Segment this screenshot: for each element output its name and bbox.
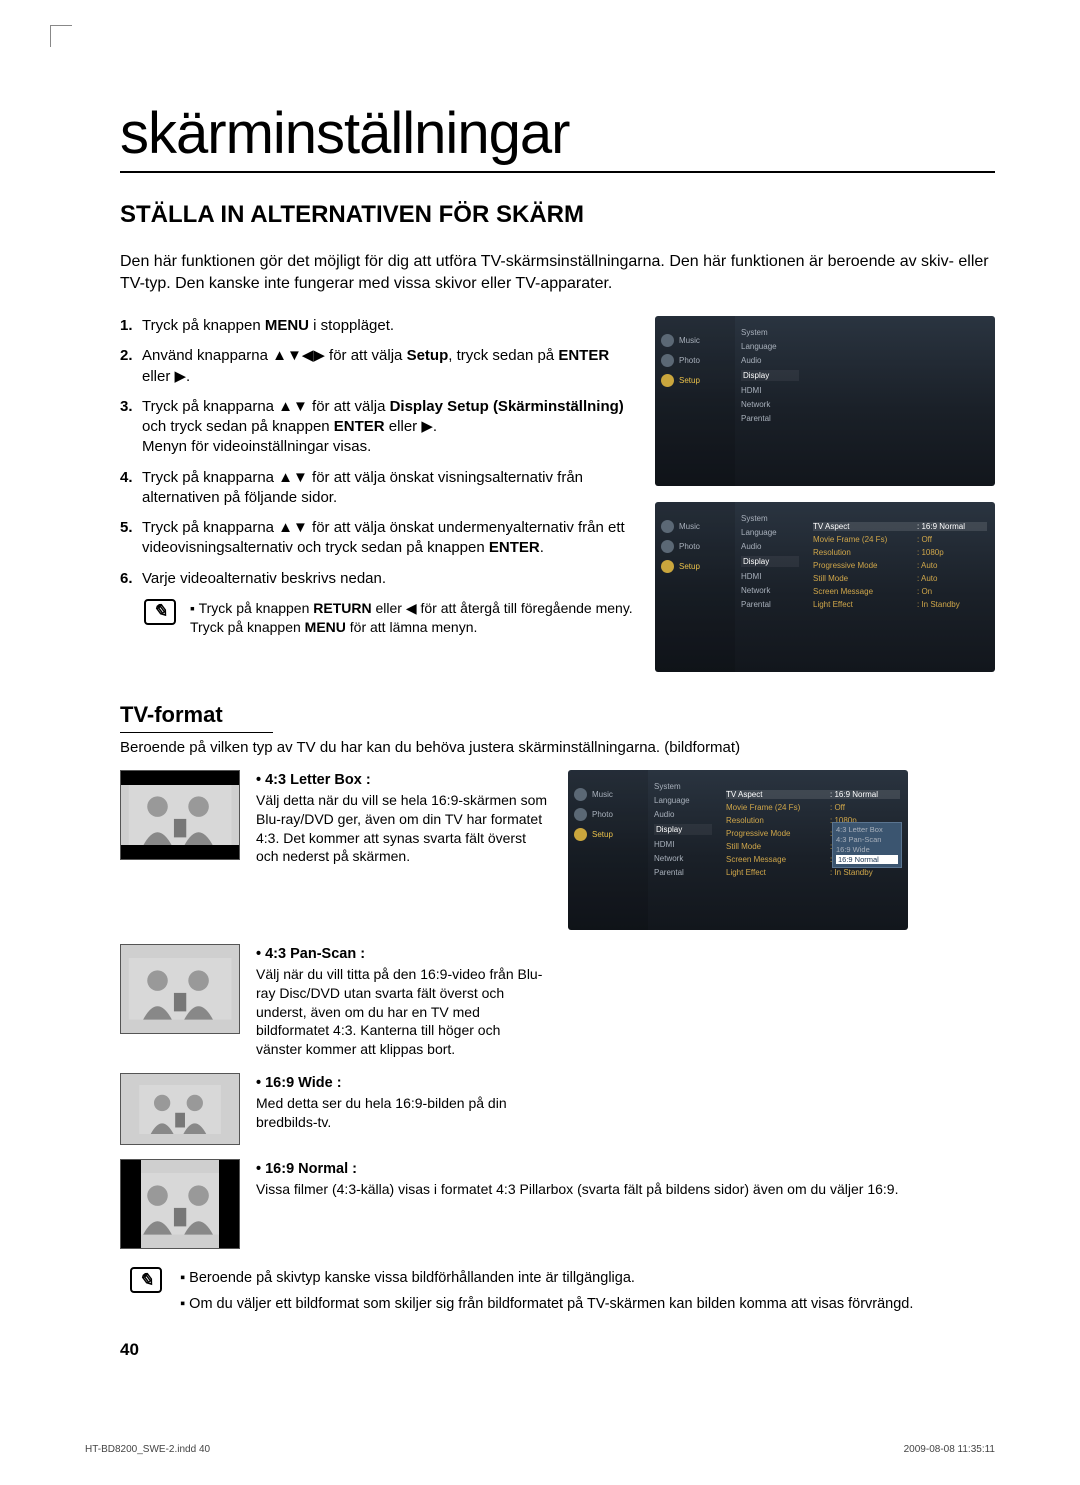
tv-nav-item: Music	[574, 788, 642, 801]
tvformat-intro: Beroende på vilken typ av TV du har kan …	[120, 739, 995, 756]
tv-menu-item: HDMI	[654, 840, 712, 849]
tv-menu-item: Language	[654, 796, 712, 805]
tv-left-nav: Music Photo Setup	[655, 502, 735, 672]
tv-menu-item: System	[741, 514, 799, 523]
tv-menu-item: System	[741, 328, 799, 337]
note-icon: ✎	[130, 1267, 162, 1293]
steps-column: 1.Tryck på knappen MENU i stoppläget. 2.A…	[120, 316, 635, 672]
tv-menu-item: Audio	[741, 356, 799, 365]
tv-menu-item: System	[654, 782, 712, 791]
step-item: 3.Tryck på knapparna ▲▼ för att välja Di…	[120, 397, 635, 458]
step-item: 1.Tryck på knappen MENU i stoppläget.	[120, 316, 635, 336]
page-number: 40	[120, 1340, 995, 1360]
tv-menu-item: Language	[741, 528, 799, 537]
tv-menu-item: Parental	[741, 600, 799, 609]
tv-setting-row: Still Mode: Auto	[813, 574, 987, 583]
aspect-thumb	[120, 1073, 240, 1145]
tv-right-panel: TV Aspect: 16:9 Normal Movie Frame (24 Fs…	[805, 502, 995, 672]
tv-mid-menu: System Language Audio Display HDMI Network Par…	[735, 502, 805, 672]
tv-setting-row: TV Aspect: 16:9 Normal	[813, 522, 987, 531]
tvformat-item: 4:3 Letter Box :Välj detta när du vill s…	[120, 770, 995, 930]
section-title: STÄLLA IN ALTERNATIVEN FÖR SKÄRM	[120, 201, 995, 229]
footer-left: HT-BD8200_SWE-2.indd 40	[85, 1444, 210, 1455]
tv-screenshot-1: Music Photo Setup System Language Audio Displ…	[655, 316, 995, 486]
tvformat-title: TV-format	[120, 702, 273, 733]
intro-text: Den här funktionen gör det möjligt för d…	[120, 251, 995, 294]
tv-setting-row: Progressive Mode: Auto	[813, 561, 987, 570]
tv-screenshot-2: Music Photo Setup System Language Audio Displ…	[655, 502, 995, 672]
main-two-col: 1.Tryck på knappen MENU i stoppläget. 2.A…	[120, 316, 995, 672]
tv-nav-item: Photo	[574, 808, 642, 821]
tv-menu-item: HDMI	[741, 572, 799, 581]
tvformat-text: 4:3 Letter Box :Välj detta när du vill s…	[256, 770, 550, 930]
tv-right-panel	[805, 316, 995, 486]
steps-list: 1.Tryck på knappen MENU i stoppläget. 2.A…	[120, 316, 635, 589]
note-icon: ✎	[144, 599, 176, 625]
note-block: ✎ Tryck på knappen RETURN eller ◀ för at…	[120, 599, 635, 637]
tvformat-list: 4:3 Letter Box :Välj detta när du vill s…	[120, 770, 995, 1249]
tv-menu-item: Audio	[741, 542, 799, 551]
tvformat-text: 16:9 Wide :Med detta ser du hela 16:9-bi…	[256, 1073, 550, 1145]
tvformat-text: 4:3 Pan-Scan :Välj när du vill titta på …	[256, 944, 550, 1059]
step-item: 4.Tryck på knapparna ▲▼ för att välja ön…	[120, 468, 635, 509]
screenshots-column: Music Photo Setup System Language Audio Displ…	[655, 316, 995, 672]
tv-menu-item: Display	[741, 370, 799, 381]
tvformat-text: 16:9 Normal :Vissa filmer (4:3-källa) vi…	[256, 1159, 977, 1249]
tv-menu-item: HDMI	[741, 386, 799, 395]
page-title: skärminställningar	[120, 100, 995, 173]
tv-setting-row: Resolution: 1080p	[813, 548, 987, 557]
tv-setting-row: Screen Message: On	[813, 587, 987, 596]
tv-screenshot-3: Music Photo Setup System Language Audio Displa…	[568, 770, 908, 930]
tv-nav-item: Setup	[574, 828, 642, 841]
crop-mark	[50, 25, 72, 47]
step-item: 2.Använd knapparna ▲▼◀▶ för att välja Se…	[120, 346, 635, 387]
tv-menu-item: Display	[654, 824, 712, 835]
bottom-note-item: Om du väljer ett bildformat som skiljer …	[180, 1295, 995, 1315]
tv-nav-item: Setup	[661, 374, 729, 387]
footer-right: 2009-08-08 11:35:11	[904, 1444, 995, 1455]
tv-mid-menu: System Language Audio Display HDMI Network Par…	[735, 316, 805, 486]
tv-setting-row: Movie Frame (24 Fs): Off	[813, 535, 987, 544]
step-item: 5.Tryck på knapparna ▲▼ för att välja ön…	[120, 518, 635, 559]
tvformat-item: 16:9 Normal :Vissa filmer (4:3-källa) vi…	[120, 1159, 995, 1249]
tv-menu-item: Language	[741, 342, 799, 351]
tv-menu-item: Parental	[741, 414, 799, 423]
tv-nav-item: Photo	[661, 540, 729, 553]
tvformat-item: 16:9 Wide :Med detta ser du hela 16:9-bi…	[120, 1073, 995, 1145]
tv-menu-item: Parental	[654, 868, 712, 877]
aspect-thumb	[120, 1159, 240, 1249]
page-body: skärminställningar STÄLLA IN ALTERNATIVE…	[0, 0, 1080, 1400]
tv-menu-item: Display	[741, 556, 799, 567]
tv-nav-item: Music	[661, 334, 729, 347]
tv-nav-item: Setup	[661, 560, 729, 573]
step-item: 6.Varje videoalternativ beskrivs nedan.	[120, 569, 635, 589]
tv-nav-item: Photo	[661, 354, 729, 367]
tv-menu-item: Network	[741, 586, 799, 595]
tv-left-nav: Music Photo Setup	[655, 316, 735, 486]
aspect-thumb	[120, 770, 240, 860]
tv-aspect-popup: 4:3 Letter Box4:3 Pan-Scan16:9 Wide16:9 …	[832, 822, 902, 868]
note-text: Tryck på knappen RETURN eller ◀ för att …	[190, 599, 635, 637]
aspect-thumb	[120, 944, 240, 1034]
tv-menu-item: Network	[741, 400, 799, 409]
bottom-note-item: Beroende på skivtyp kanske vissa bildför…	[180, 1269, 995, 1289]
bottom-notes: ✎ Beroende på skivtyp kanske vissa bildf…	[120, 1269, 995, 1314]
tv-menu-item: Audio	[654, 810, 712, 819]
tv-menu-item: Network	[654, 854, 712, 863]
tv-nav-item: Music	[661, 520, 729, 533]
tvformat-item: 4:3 Pan-Scan :Välj när du vill titta på …	[120, 944, 995, 1059]
footer: HT-BD8200_SWE-2.indd 40 2009-08-08 11:35…	[85, 1444, 995, 1455]
tv-setting-row: Light Effect: In Standby	[813, 600, 987, 609]
